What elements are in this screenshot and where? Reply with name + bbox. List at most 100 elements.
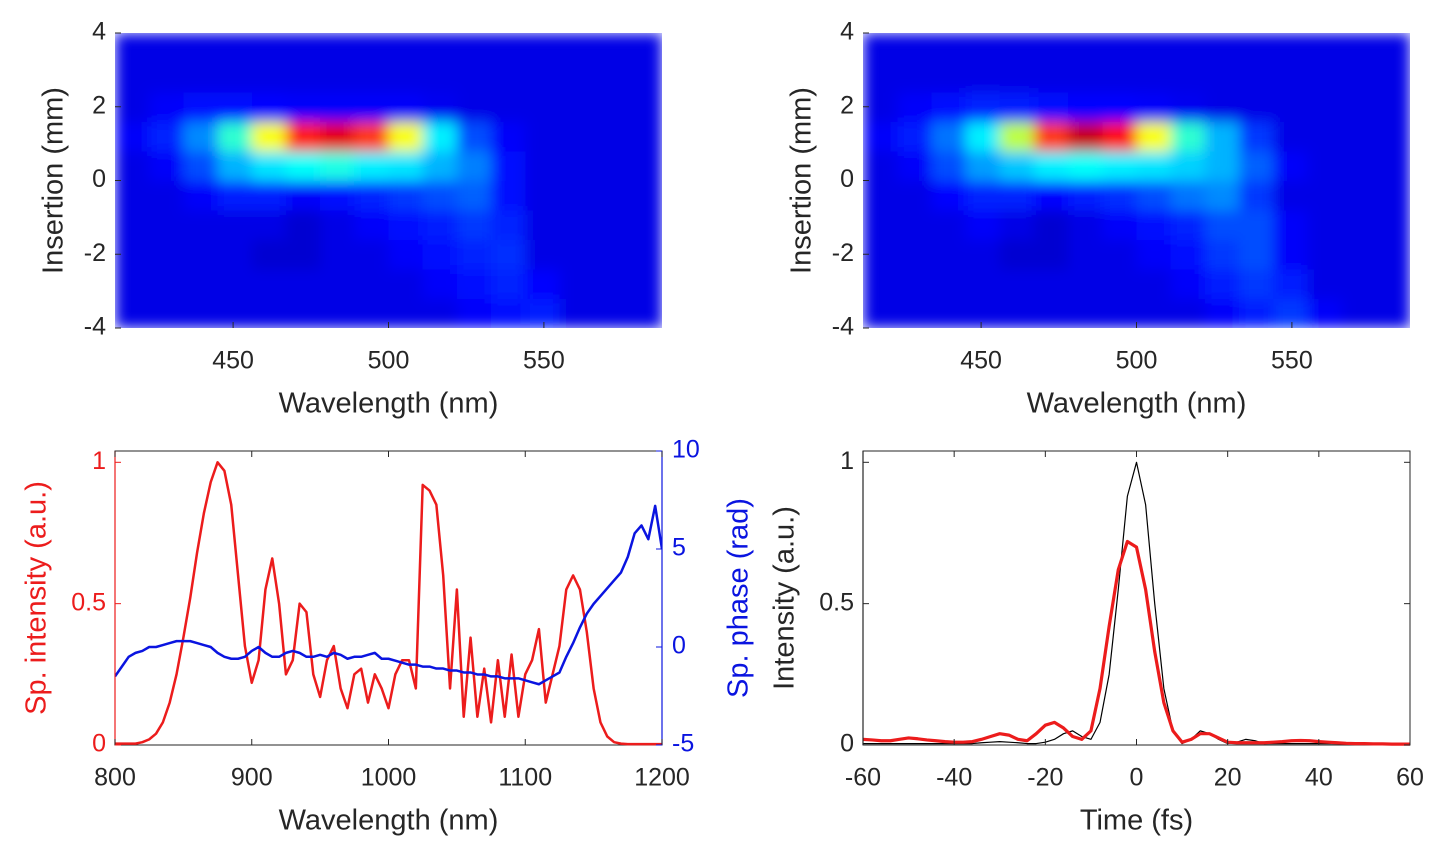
plot-frame — [114, 450, 663, 746]
heatmap-cell — [217, 298, 253, 328]
heatmap-cell — [251, 92, 287, 122]
heatmap-cell — [251, 210, 287, 240]
heatmap-cell — [149, 210, 184, 240]
heatmap-cell — [217, 33, 253, 63]
heatmap-cell — [593, 151, 629, 181]
heatmap-cell — [354, 92, 389, 122]
heatmap-cell — [559, 239, 595, 270]
y2-tick-label: 5 — [672, 534, 686, 562]
x-axis-label: Wavelength (nm) — [1027, 388, 1247, 420]
heatmap-cell — [1033, 239, 1069, 270]
heatmap-cell — [1204, 298, 1240, 328]
heatmap-cell — [1033, 33, 1069, 63]
heatmap-cell — [525, 269, 560, 299]
heatmap-cell — [1239, 239, 1274, 270]
heatmap-cell — [183, 33, 219, 63]
heatmap-cell — [1307, 151, 1343, 181]
heatmap-cell — [863, 210, 898, 240]
heatmap-cell — [525, 180, 560, 211]
heatmap-cell — [1204, 210, 1240, 240]
heatmap-cell — [1239, 151, 1274, 181]
heatmap-cell — [354, 180, 389, 211]
y2-tick-label: 0 — [672, 632, 686, 660]
heatmap-cell — [1273, 33, 1308, 63]
x-tick-label: 450 — [212, 347, 254, 375]
heatmap-cell — [1068, 62, 1103, 93]
heatmap-cell — [863, 121, 898, 152]
heatmap-cell — [1239, 33, 1274, 63]
heatmap-cell — [593, 180, 629, 211]
heatmap-cell — [1102, 92, 1137, 122]
y2-tick-label: -5 — [672, 730, 694, 758]
heatmap-cell — [965, 62, 1001, 93]
heatmap-cell — [1102, 180, 1137, 211]
y-tick-label: 4 — [840, 18, 854, 46]
heatmap-cell — [1341, 92, 1377, 122]
heatmap-cell — [525, 239, 560, 270]
heatmap-cell — [1170, 210, 1206, 240]
heatmap-cell — [897, 121, 932, 152]
heatmap-cell — [285, 33, 321, 63]
heatmap-cell — [456, 92, 492, 122]
heatmap-cell — [491, 62, 526, 93]
heatmap-cell — [931, 151, 967, 181]
y-tick-label: 0.5 — [819, 588, 854, 616]
x-tick-label: 450 — [960, 347, 1002, 375]
heatmap-cell — [593, 121, 629, 152]
heatmap-cell — [965, 180, 1001, 211]
heatmap-cell — [1307, 180, 1343, 211]
heatmap-cell — [1307, 210, 1343, 240]
heatmap-cell — [1102, 33, 1137, 63]
heatmap-cell — [491, 210, 526, 240]
heatmap-cell — [897, 269, 932, 299]
heatmap-cell — [863, 62, 898, 93]
heatmap-cell — [627, 151, 662, 181]
heatmap-cell — [1375, 239, 1410, 270]
heatmap-cell — [593, 239, 629, 270]
heatmap-cell — [115, 210, 150, 240]
y-tick-label: 4 — [92, 18, 106, 46]
heatmap-cell — [1307, 33, 1343, 63]
heatmap-cell — [115, 298, 150, 328]
heatmap-cell — [183, 62, 219, 93]
heatmap-cell — [863, 269, 898, 299]
y-tick-label: -4 — [832, 313, 854, 341]
heatmap-cell — [931, 62, 967, 93]
x-tick-label: 1200 — [634, 764, 690, 792]
heatmap-cell — [1341, 298, 1377, 328]
heatmap-cell — [422, 92, 458, 122]
heatmap-cell — [422, 239, 458, 270]
heatmap-cell — [525, 210, 560, 240]
heatmap-cell — [1102, 239, 1137, 270]
heatmap-cell — [1102, 298, 1137, 328]
heatmap-cell — [354, 121, 389, 152]
heatmap-cell — [217, 239, 253, 270]
heatmap-cell — [217, 210, 253, 240]
heatmap-cell — [1341, 210, 1377, 240]
y-tick-label: 0 — [92, 165, 106, 193]
heatmap-cell — [183, 121, 219, 152]
heatmap-cell — [115, 33, 150, 63]
heatmap-cell — [1068, 33, 1103, 63]
heatmap-cell — [1136, 298, 1172, 328]
heatmap-cell — [1136, 62, 1172, 93]
heatmap-cell — [456, 239, 492, 270]
heatmap-cell — [897, 180, 932, 211]
heatmap-cell — [320, 62, 355, 93]
heatmap-cell — [1170, 239, 1206, 270]
heatmap-cell — [931, 33, 967, 63]
heatmap-cell — [1273, 92, 1308, 122]
heatmap-cell — [1033, 210, 1069, 240]
heatmap-cell — [388, 180, 424, 211]
heatmap-cell — [388, 151, 424, 181]
heatmap — [115, 33, 662, 328]
heatmap-cell — [491, 92, 526, 122]
heatmap-cell — [1341, 180, 1377, 211]
heatmap-cell — [491, 298, 526, 328]
heatmap-cell — [456, 121, 492, 152]
heatmap-cell — [354, 151, 389, 181]
heatmap-cell — [999, 239, 1035, 270]
heatmap-cell — [320, 180, 355, 211]
heatmap-cell — [897, 210, 932, 240]
